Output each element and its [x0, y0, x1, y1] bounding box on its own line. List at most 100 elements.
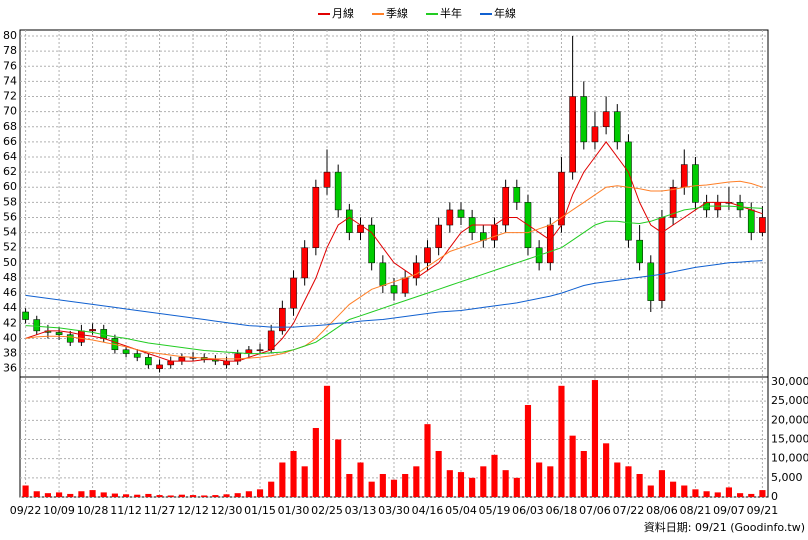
- footer: 資料日期: 09/21 (Goodinfo.tw): [644, 520, 805, 534]
- volume-bar: [703, 491, 710, 497]
- x-tick-label: 08/06: [646, 504, 678, 517]
- candle-body: [625, 141, 632, 241]
- volume-bar: [647, 485, 654, 497]
- volume-bar: [201, 495, 208, 497]
- candle-body: [301, 247, 309, 279]
- candle-body: [22, 311, 29, 320]
- candle-body: [167, 360, 175, 366]
- volume-bar: [212, 495, 219, 497]
- y2-tick-label: 25,000: [771, 394, 808, 407]
- ma-line: [25, 205, 763, 355]
- x-tick-label: 01/15: [244, 504, 276, 517]
- volume-bar: [390, 479, 398, 497]
- volume-bar: [312, 427, 319, 497]
- ma-line: [25, 180, 763, 360]
- y-tick-label: 40: [3, 331, 17, 344]
- volume-bar: [480, 466, 487, 497]
- y-tick-label: 72: [3, 90, 17, 103]
- volume-bar: [692, 489, 699, 497]
- x-tick-label: 05/19: [479, 504, 511, 517]
- candle-body: [122, 349, 130, 354]
- volume-bar: [759, 490, 766, 497]
- legend-label: 季線: [386, 6, 408, 20]
- volume-bar: [658, 470, 666, 497]
- candle-body: [680, 164, 688, 188]
- volume-bar: [56, 492, 63, 497]
- y-tick-label: 48: [3, 271, 17, 284]
- volume-bar: [591, 380, 599, 497]
- candle-body: [502, 186, 509, 226]
- volume-bar: [625, 466, 632, 497]
- candle-body: [55, 332, 63, 335]
- ma-line: [25, 141, 763, 362]
- y-tick-label: 62: [3, 165, 17, 178]
- volume-bar: [89, 490, 96, 497]
- x-tick-label: 10/09: [43, 504, 75, 517]
- candle-body: [747, 209, 755, 233]
- candle-body: [759, 217, 766, 233]
- volume-bar: [603, 443, 610, 497]
- volume-bar: [714, 492, 721, 497]
- y2-tick-label: 10,000: [771, 452, 808, 465]
- volume-bar: [457, 472, 465, 497]
- volume-bar: [234, 493, 241, 497]
- y-tick-label: 66: [3, 135, 17, 148]
- volume-bar: [569, 435, 576, 497]
- candle-body: [133, 353, 141, 358]
- x-tick-label: 09/21: [747, 504, 779, 517]
- volume-bar: [145, 493, 152, 497]
- volume-bar: [178, 494, 185, 497]
- volume-bar: [67, 493, 74, 497]
- candle-body: [312, 186, 320, 248]
- volume-bar: [446, 470, 453, 497]
- x-tick-label: 11/27: [144, 504, 176, 517]
- candle-body: [223, 360, 230, 366]
- volume-bar: [167, 495, 174, 497]
- volume-bar: [279, 462, 286, 497]
- candle-body: [413, 262, 420, 279]
- volume-bar: [725, 487, 732, 497]
- volume-bar: [346, 473, 353, 497]
- y-tick-label: 74: [3, 74, 17, 87]
- candle-body: [33, 319, 41, 332]
- volume-bar: [681, 485, 688, 497]
- volume-bar: [301, 466, 308, 497]
- candle-body: [602, 111, 610, 128]
- legend-label: 月線: [332, 6, 354, 20]
- x-tick-label: 03/30: [378, 504, 410, 517]
- volume-bar: [524, 404, 532, 497]
- volume-bar: [223, 494, 230, 497]
- y-tick-label: 64: [3, 150, 17, 163]
- volume-bar: [122, 494, 130, 497]
- y2-tick-label: 30,000: [771, 375, 808, 388]
- candle-body: [346, 209, 353, 233]
- x-tick-label: 02/25: [311, 504, 343, 517]
- candle-body: [457, 209, 465, 218]
- candle-body: [279, 307, 286, 332]
- volume-bar: [111, 493, 118, 497]
- candle-body: [658, 217, 666, 301]
- x-tick-label: 07/06: [579, 504, 611, 517]
- x-tick-label: 09/22: [10, 504, 42, 517]
- y-tick-label: 50: [3, 256, 17, 269]
- volume-bar: [357, 462, 364, 497]
- x-tick-label: 09/07: [713, 504, 745, 517]
- volume-bar: [435, 450, 442, 497]
- candle-body: [390, 285, 398, 294]
- legend-label: 半年: [440, 6, 462, 20]
- candle-body: [424, 247, 431, 264]
- x-tick-label: 03/13: [345, 504, 377, 517]
- y-tick-label: 52: [3, 241, 17, 254]
- candle-body: [446, 209, 454, 226]
- candle-body: [66, 334, 74, 343]
- volume-bar: [44, 493, 51, 497]
- y2-tick-label: 15,000: [771, 432, 808, 445]
- volume-bar: [670, 481, 677, 497]
- y-tick-label: 58: [3, 195, 17, 208]
- volume-bar: [290, 450, 297, 497]
- y-tick-label: 36: [3, 362, 17, 375]
- candle-body: [368, 224, 375, 264]
- candle-body: [636, 239, 643, 264]
- candle-body: [647, 262, 655, 301]
- y2-tick-label: 0: [771, 490, 778, 503]
